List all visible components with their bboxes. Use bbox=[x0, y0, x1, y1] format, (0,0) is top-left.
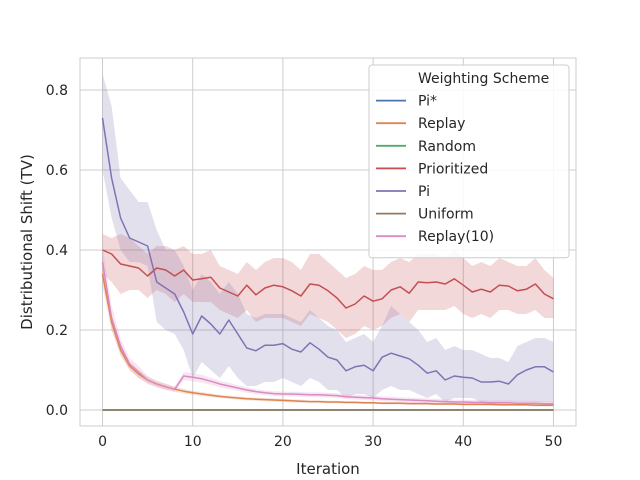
legend-title: Weighting Scheme bbox=[418, 71, 549, 87]
legend-label-pi: Pi* bbox=[418, 94, 437, 110]
x-tick-label: 20 bbox=[274, 434, 292, 450]
legend-frame bbox=[368, 64, 570, 259]
y-tick-labels: 0.0 0.2 0.4 0.6 0.8 bbox=[46, 83, 68, 419]
legend: Weighting Scheme Pi* Replay Random Prioriti… bbox=[368, 64, 570, 259]
band-pi bbox=[102, 74, 554, 402]
series-lines bbox=[101, 117, 554, 411]
band-prioritized bbox=[102, 234, 554, 338]
x-tick-label: 30 bbox=[364, 434, 382, 450]
line-replay bbox=[101, 273, 554, 406]
x-tick-label: 10 bbox=[184, 434, 202, 450]
legend-label-random: Random bbox=[418, 139, 476, 155]
x-tick-label: 40 bbox=[454, 434, 472, 450]
x-tick-labels: 0 10 20 30 40 50 bbox=[98, 434, 562, 450]
line-prioritized bbox=[102, 249, 554, 309]
y-tick-label: 0.8 bbox=[46, 83, 68, 99]
legend-label-replay-10: Replay(10) bbox=[418, 229, 494, 245]
x-axis-title: Iteration bbox=[296, 460, 360, 478]
x-tick-label: 0 bbox=[98, 434, 107, 450]
x-tick-label: 50 bbox=[545, 434, 563, 450]
legend-label-uniform: Uniform bbox=[418, 207, 474, 223]
confidence-bands bbox=[102, 74, 554, 407]
y-tick-label: 0.0 bbox=[46, 403, 68, 419]
line-replay-10 bbox=[101, 261, 554, 405]
legend-label-replay: Replay bbox=[418, 116, 465, 132]
line-pi bbox=[101, 117, 554, 385]
y-axis-title: Distributional Shift (TV) bbox=[18, 154, 36, 330]
y-tick-label: 0.2 bbox=[46, 323, 68, 339]
legend-label-pi: Pi bbox=[418, 184, 430, 200]
y-tick-label: 0.4 bbox=[46, 243, 68, 259]
legend-label-prioritized: Prioritized bbox=[418, 161, 488, 177]
y-tick-label: 0.6 bbox=[46, 163, 68, 179]
